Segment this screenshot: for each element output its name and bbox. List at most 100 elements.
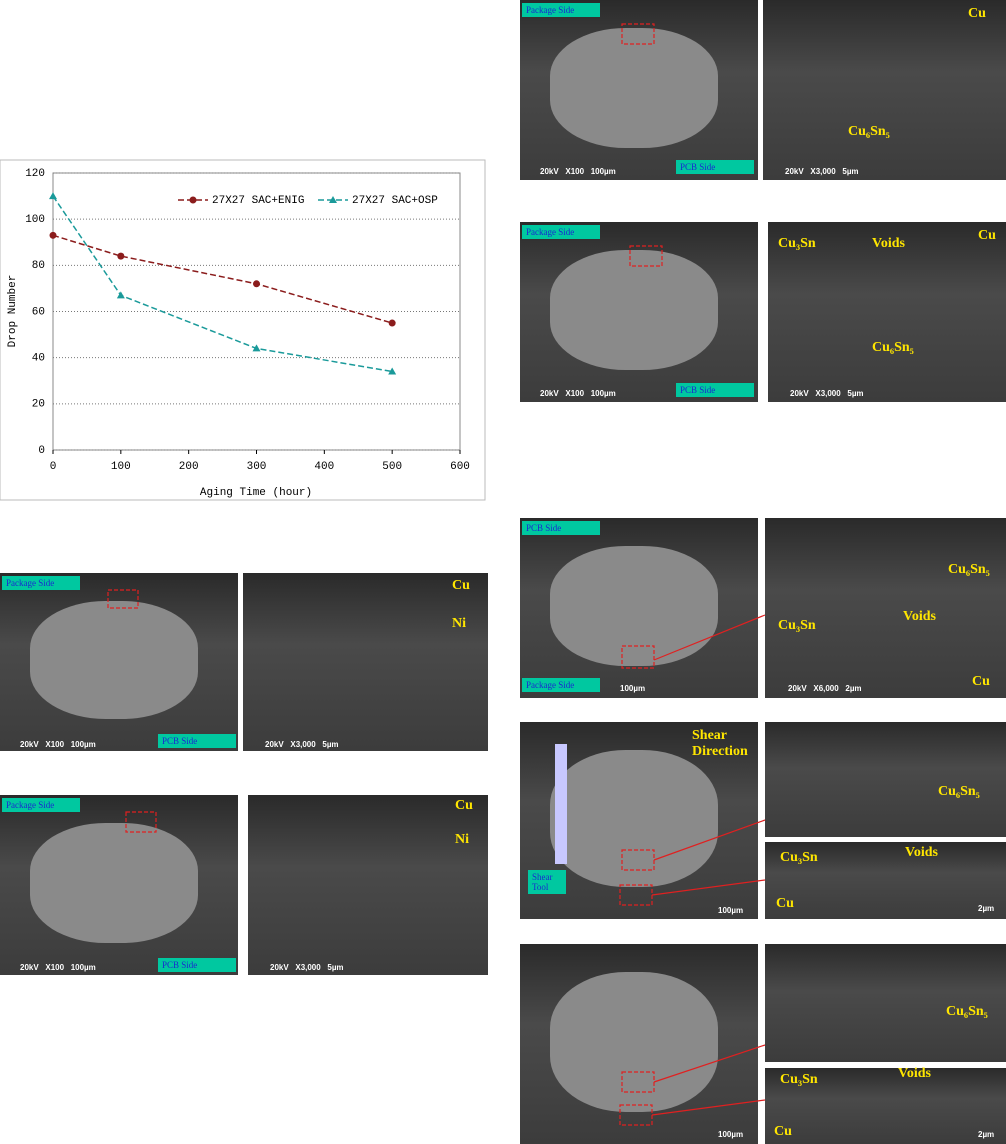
sem-image (248, 795, 488, 975)
label: Voids (903, 609, 936, 624)
x-tick-label: 100 (111, 461, 131, 473)
solder-ball (550, 250, 718, 370)
label: 20kV X3,000 5µm (785, 167, 859, 176)
label: Voids (905, 845, 938, 860)
marker (49, 231, 57, 239)
sem-image (520, 222, 758, 402)
marker (329, 196, 337, 203)
y-tick-label: 40 (32, 353, 45, 365)
y-tick-label: 100 (25, 214, 45, 226)
solder-ball (30, 823, 198, 943)
y-tick-label: 80 (32, 260, 45, 272)
solder-ball (550, 28, 718, 148)
solder-ball (550, 750, 718, 887)
label: PCB Side (158, 958, 236, 972)
series-line (52, 195, 393, 373)
sem-image (763, 0, 1006, 180)
label: 20kV X3,000 5µm (790, 389, 864, 398)
label: Shear Tool (528, 870, 566, 894)
y-tick-label: 0 (38, 445, 45, 457)
label: Cu (968, 6, 986, 21)
label: Cu₃Sn (780, 850, 818, 865)
label: 20kV X100 100µm (20, 963, 96, 972)
sem-image (243, 573, 488, 751)
label: 20kV X100 100µm (540, 167, 616, 176)
label: Shear Direction (692, 728, 748, 759)
y-axis-label: Drop Number (7, 275, 19, 348)
label: Package Side (2, 798, 80, 812)
label: Cu₃Sn (780, 1072, 818, 1087)
solder-ball (550, 972, 718, 1112)
label: Cu₆Sn₅ (946, 1004, 988, 1019)
label: PCB Side (676, 160, 754, 174)
label: Package Side (522, 678, 600, 692)
label: Voids (898, 1066, 931, 1081)
sem-image (765, 518, 1006, 698)
legend-label: 27X27 SAC+ENIG (212, 195, 304, 207)
solder-ball (550, 546, 718, 666)
label: 2µm (978, 904, 995, 913)
label: Package Side (522, 225, 600, 239)
label: Cu₆Sn₅ (948, 562, 990, 577)
label: 100µm (718, 906, 744, 915)
sem-image (765, 944, 1006, 1062)
marker (388, 319, 396, 327)
x-tick-label: 200 (179, 461, 199, 473)
sem-image (765, 842, 1006, 919)
label: Cu (978, 228, 996, 243)
sem-image (520, 0, 758, 180)
marker (116, 291, 125, 299)
solder-ball (30, 601, 198, 719)
label: Cu (972, 674, 990, 689)
marker (253, 280, 260, 288)
label: Cu₃Sn (778, 236, 816, 251)
marker (388, 367, 397, 375)
label: 20kV X100 100µm (540, 389, 616, 398)
marker (189, 196, 197, 204)
label: Cu (452, 578, 470, 593)
sem-image (520, 944, 758, 1144)
sem-image (0, 795, 238, 975)
label: 20kV X3,000 5µm (270, 963, 344, 972)
sem-image (520, 518, 758, 698)
x-tick-label: 0 (50, 461, 57, 473)
sem-image (768, 222, 1006, 402)
label: PCB Side (522, 521, 600, 535)
label: 100µm (620, 684, 646, 693)
x-tick-label: 300 (247, 461, 267, 473)
sem-image (765, 1068, 1006, 1144)
label: Cu (774, 1124, 792, 1139)
marker (49, 192, 57, 200)
label: Package Side (522, 3, 600, 17)
label: Cu₆Sn₅ (848, 124, 890, 139)
label: Ni (452, 616, 466, 631)
x-tick-label: 600 (450, 461, 470, 473)
marker (252, 344, 261, 352)
label: PCB Side (676, 383, 754, 397)
label: Cu₆Sn₅ (872, 340, 914, 355)
label: PCB Side (158, 734, 236, 748)
marker (117, 252, 125, 260)
sem-image (0, 573, 238, 751)
label: Package Side (2, 576, 80, 590)
y-tick-label: 120 (25, 168, 45, 180)
sem-image (765, 722, 1006, 837)
y-tick-label: 20 (32, 399, 45, 411)
label: 20kV X3,000 5µm (265, 740, 339, 749)
label: 100µm (718, 1130, 744, 1139)
label: 20kV X6,000 2µm (788, 684, 862, 693)
legend-label: 27X27 SAC+OSP (352, 195, 438, 207)
label: Cu₃Sn (778, 618, 816, 633)
label: 20kV X100 100µm (20, 740, 96, 749)
x-tick-label: 500 (382, 461, 402, 473)
x-axis-label: Aging Time (hour) (200, 487, 312, 499)
label: Ni (455, 832, 469, 847)
x-tick-label: 400 (314, 461, 334, 473)
label: Cu₆Sn₅ (938, 784, 980, 799)
label: Cu (455, 798, 473, 813)
label: Cu (776, 896, 794, 911)
series-line (52, 234, 393, 324)
label: Voids (872, 236, 905, 251)
